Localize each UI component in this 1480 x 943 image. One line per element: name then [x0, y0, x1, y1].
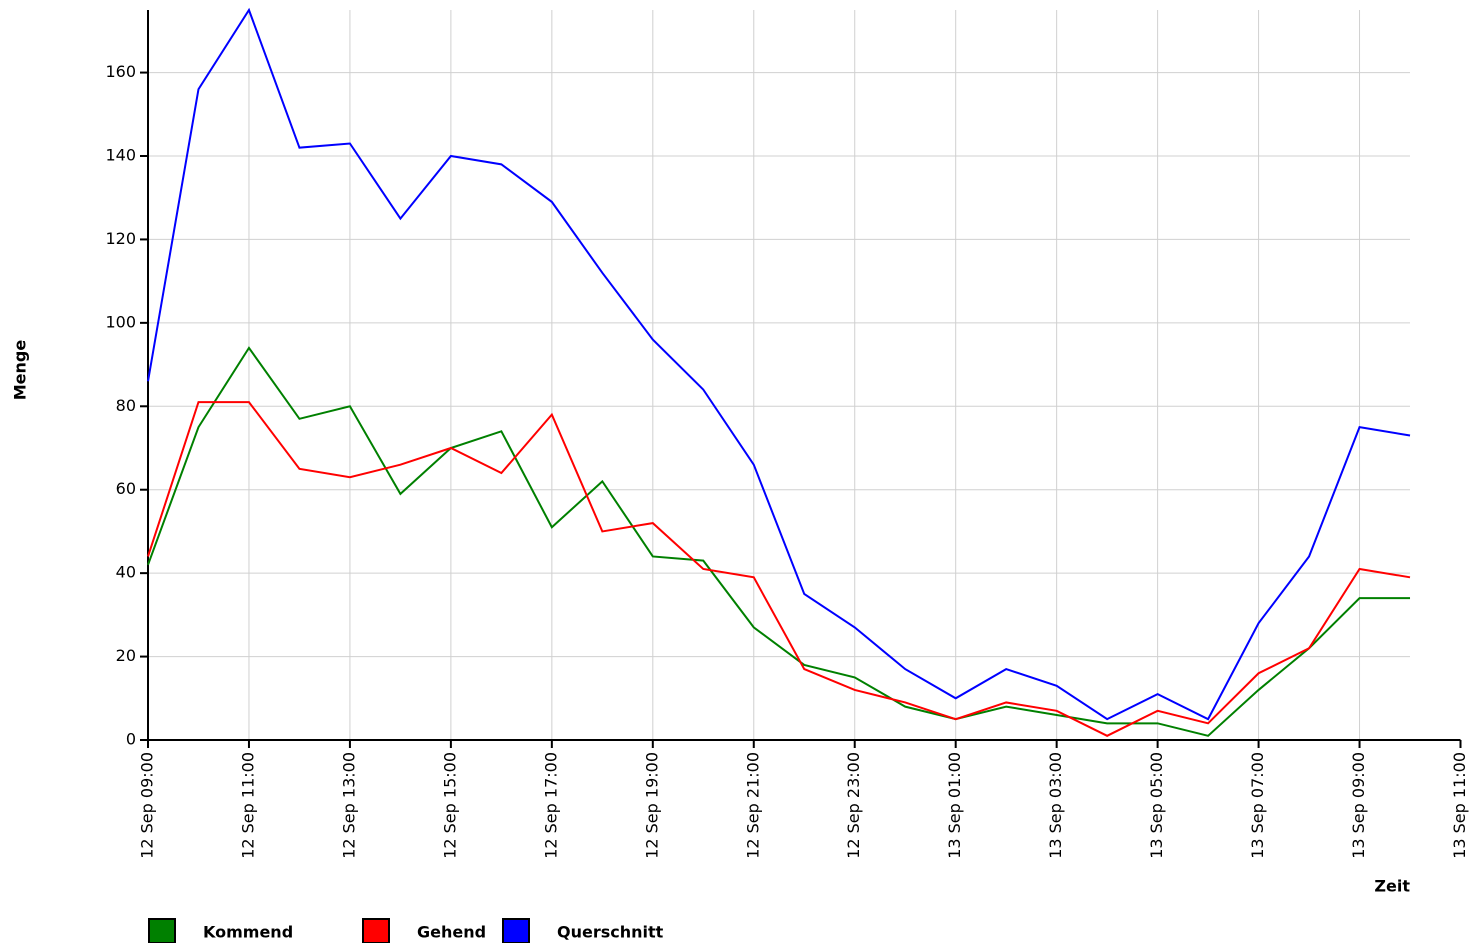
x-tick-label: 13 Sep 05:00	[1147, 752, 1166, 859]
y-tick-label: 60	[116, 479, 136, 498]
series-line	[147, 7, 1411, 721]
legend-swatch	[362, 918, 390, 943]
x-tick-label: 13 Sep 07:00	[1248, 752, 1267, 859]
y-tick-label: 20	[116, 646, 136, 665]
legend-swatch	[502, 918, 530, 943]
x-tick-label: 12 Sep 21:00	[743, 752, 762, 859]
y-tick-label: 40	[116, 563, 136, 582]
y-axis-label: Menge	[11, 340, 30, 401]
x-tick-label: 12 Sep 15:00	[440, 752, 459, 859]
x-tick-label: 13 Sep 03:00	[1046, 752, 1065, 859]
x-tick-label: 13 Sep 11:00	[1450, 752, 1469, 859]
legend-swatch	[148, 918, 176, 943]
x-axis-label: Zeit	[1374, 877, 1410, 896]
x-tick-label: 12 Sep 17:00	[541, 752, 560, 859]
legend-label: Kommend	[203, 923, 293, 942]
x-tick-label: 12 Sep 23:00	[844, 752, 863, 859]
x-tick-label: 12 Sep 09:00	[138, 752, 157, 859]
series-line	[147, 401, 1411, 737]
x-tick-label: 12 Sep 11:00	[238, 752, 257, 859]
x-tick-label: 12 Sep 19:00	[642, 752, 661, 859]
y-tick-label: 140	[105, 146, 136, 165]
y-tick-label: 0	[126, 730, 136, 749]
x-tick-label: 12 Sep 13:00	[339, 752, 358, 859]
y-tick-label: 120	[105, 229, 136, 248]
y-tick-label: 160	[105, 62, 136, 81]
y-tick-label: 100	[105, 312, 136, 331]
legend-label: Querschnitt	[557, 923, 664, 942]
series-line	[147, 346, 1411, 737]
x-tick-label: 13 Sep 01:00	[945, 752, 964, 859]
legend-label: Gehend	[417, 923, 486, 942]
y-tick-label: 80	[116, 396, 136, 415]
x-tick-label: 13 Sep 09:00	[1349, 752, 1368, 859]
